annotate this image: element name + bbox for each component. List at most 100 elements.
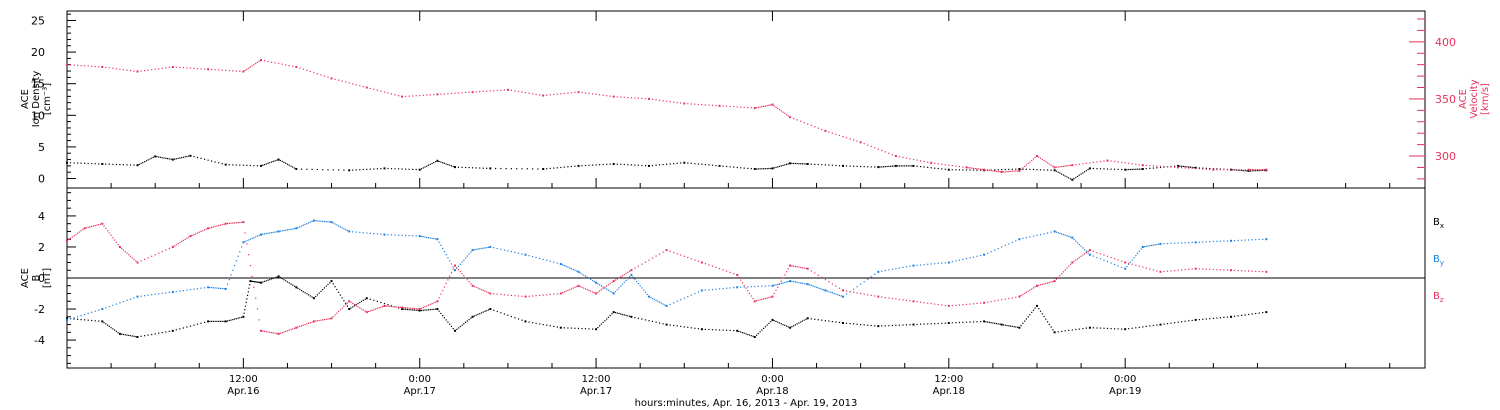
b-series-2-interp-point: [1080, 255, 1082, 257]
b-series-1-point: [524, 253, 527, 256]
density-series-0-interp-point: [810, 163, 812, 165]
velocity-series-0-interp-point: [828, 131, 830, 133]
b-series-2-interp-point: [77, 232, 79, 234]
velocity-series-0-interp-point: [126, 69, 128, 71]
density-series-0-interp-point: [84, 162, 86, 164]
density-series-0-interp-point: [927, 166, 929, 168]
density-series-0-interp-point: [369, 168, 371, 170]
velocity-series-0-interp-point: [995, 170, 997, 172]
b-series-0-point: [136, 336, 139, 338]
b-series-0-point: [249, 280, 252, 283]
b-series-2-interp-point: [290, 328, 292, 331]
b-series-2-interp-point: [329, 318, 331, 320]
b-series-2-interp-point: [1077, 258, 1079, 260]
b-series-2-interp-point: [651, 257, 654, 259]
b-series-1-interp-point: [1205, 241, 1207, 243]
velocity-series-0-interp-point: [659, 99, 661, 101]
b-series-2-interp-point: [567, 289, 569, 291]
b-series-0-interp-point: [1031, 311, 1033, 313]
density-series-0-interp-point: [581, 165, 583, 167]
x-tick-label-time: 12:00: [229, 374, 258, 385]
density-series-0-interp-point: [1251, 170, 1253, 172]
b-series-1-interp-point: [69, 318, 72, 320]
density-series-0-interp-point: [835, 164, 837, 167]
b-series-0-point: [1124, 328, 1127, 331]
density-series-0-interp-point: [211, 160, 213, 162]
b-series-2-interp-point: [198, 231, 200, 233]
b-series-2-interp-point: [546, 294, 548, 296]
b-series-0-interp-point: [1149, 325, 1151, 327]
b-series-0-interp-point: [468, 319, 470, 321]
b-series-2-interp-point: [420, 307, 423, 309]
velocity-series-0-interp-point: [1004, 171, 1006, 173]
b-series-1-interp-point: [1096, 256, 1098, 259]
b-series-1-interp-point: [634, 278, 636, 280]
b-series-0-interp-point: [920, 323, 922, 325]
b-series-2-interp-point: [1048, 281, 1050, 284]
velocity-series-0-interp-point: [673, 101, 675, 103]
density-series-0-interp-point: [759, 168, 761, 170]
velocity-series-0-interp-point: [1241, 169, 1243, 171]
velocity-series-0-interp-point: [1050, 164, 1052, 166]
b-series-0-interp-point: [422, 309, 424, 311]
velocity-series-0-interp-point: [87, 65, 89, 67]
density-series-0-interp-point: [447, 164, 449, 166]
velocity-series-0-interp-point: [1121, 161, 1123, 163]
density-series-0-interp-point: [1152, 167, 1154, 169]
b-series-2-point: [83, 227, 86, 230]
velocity-series-0-interp-point: [1219, 169, 1221, 171]
b-series-1-interp-point: [694, 292, 696, 295]
b-series-0-interp-point: [629, 315, 631, 317]
velocity-series-0-interp-point: [129, 70, 132, 72]
velocity-series-0-point: [824, 129, 827, 132]
b-series-2-interp-point: [408, 307, 410, 309]
b-series-1-interp-point: [193, 288, 195, 290]
velocity-series-0-interp-point: [655, 99, 657, 101]
density-series-0-interp-point: [860, 165, 862, 168]
b-series-2-interp-point: [748, 292, 751, 294]
b-series-0-interp-point: [972, 321, 975, 323]
b-series-2-interp-point: [1202, 268, 1204, 270]
velocity-series-0-interp-point: [263, 60, 266, 62]
b-series-0-interp-point: [334, 286, 336, 288]
velocity-series-0-interp-point: [708, 104, 710, 106]
b-series-0-interp-point: [276, 276, 278, 278]
density-series-0-interp-point: [793, 162, 795, 165]
b-series-2-interp-point: [542, 294, 544, 296]
b-series-0-interp-point: [105, 323, 107, 325]
density-series-0-interp-point: [599, 164, 601, 166]
b-series-1-point: [101, 308, 104, 310]
velocity-series-0-interp-point: [218, 69, 220, 71]
b-series-1-interp-point: [480, 247, 483, 250]
b-series-0-interp-point: [994, 322, 996, 324]
b-series-2-interp-point: [341, 307, 343, 309]
b-tick-label: 0: [38, 272, 45, 285]
b-series-1-interp-point: [309, 221, 311, 223]
velocity-series-0-interp-point: [1253, 169, 1255, 171]
velocity-series-0-interp-point: [84, 65, 86, 67]
velocity-series-0-interp-point: [987, 169, 989, 171]
b-series-0-point: [401, 308, 404, 310]
b-series-0-point: [295, 286, 298, 289]
b-series-2-interp-point: [212, 226, 214, 228]
velocity-series-0-interp-point: [204, 68, 206, 70]
b-series-1-interp-point: [415, 235, 417, 237]
b-series-1-interp-point: [898, 267, 900, 269]
b-series-2-interp-point: [204, 229, 206, 231]
b-series-2-interp-point: [1008, 297, 1010, 300]
b-series-0-interp-point: [777, 321, 779, 323]
density-series-0-interp-point: [457, 166, 460, 168]
b-series-2-interp-point: [327, 318, 329, 320]
b-series-0-interp-point: [1057, 331, 1059, 333]
b-series-0-interp-point: [103, 322, 105, 324]
velocity-series-0-interp-point: [810, 124, 812, 126]
b-series-0-interp-point: [944, 322, 946, 324]
velocity-series-0-point: [753, 107, 756, 110]
b-series-2-interp-point: [78, 231, 80, 233]
b-series-2-interp-point: [362, 309, 364, 311]
b-series-2-interp-point: [209, 227, 211, 229]
velocity-series-0-interp-point: [784, 112, 786, 114]
velocity-series-0-interp-point: [450, 92, 453, 94]
density-series-0-interp-point: [332, 169, 334, 171]
b-series-0-interp-point: [740, 331, 742, 333]
